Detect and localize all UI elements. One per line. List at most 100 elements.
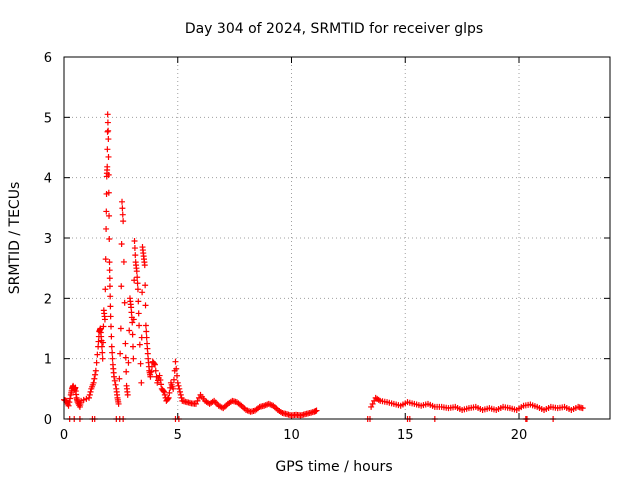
data-point [100, 323, 107, 330]
data-point [305, 410, 312, 417]
data-point [368, 403, 375, 410]
data-point [67, 395, 74, 402]
data-point [98, 343, 105, 350]
data-point [103, 225, 110, 232]
data-point [130, 343, 137, 350]
data-point [429, 402, 436, 409]
data-point [144, 350, 151, 357]
data-point [130, 355, 137, 362]
data-point [142, 322, 149, 329]
y-tick-label: 6 [44, 51, 52, 66]
data-point [73, 391, 80, 398]
data-point [123, 368, 130, 375]
data-point [174, 379, 181, 386]
data-point [98, 333, 105, 340]
data-point [450, 404, 457, 411]
data-point [117, 325, 124, 332]
data-point [86, 394, 93, 401]
data-point [108, 333, 115, 340]
data-point [128, 309, 135, 316]
data-point [186, 399, 193, 406]
data-point [127, 301, 134, 308]
data-point [241, 405, 248, 412]
data-point [115, 398, 122, 405]
data-point [121, 299, 128, 306]
data-point [92, 371, 99, 378]
data-point [104, 167, 111, 174]
data-point [134, 274, 141, 281]
data-point [97, 326, 104, 333]
data-point [143, 334, 150, 341]
data-point [497, 404, 504, 411]
data-point [125, 359, 132, 366]
data-point [119, 205, 126, 212]
data-point [83, 395, 90, 402]
data-point [572, 404, 579, 411]
data-point [223, 402, 230, 409]
data-point [119, 211, 126, 218]
data-point [118, 283, 125, 290]
data-point [371, 397, 378, 404]
data-point [176, 385, 183, 392]
data-point [177, 388, 184, 395]
x-tick-label: 15 [397, 428, 414, 443]
data-point [381, 398, 388, 405]
data-point [103, 208, 110, 215]
data-point [578, 404, 585, 411]
data-point [173, 372, 180, 379]
data-point [129, 331, 136, 338]
data-point [80, 396, 87, 403]
data-point [191, 400, 198, 407]
data-point [139, 289, 146, 296]
data-point [134, 280, 141, 287]
data-point [108, 323, 115, 330]
data-point [105, 171, 112, 178]
data-point [135, 310, 142, 317]
data-point [131, 245, 138, 252]
data-point [105, 127, 112, 134]
data-point [250, 407, 257, 414]
data-point [117, 350, 124, 357]
data-point [94, 351, 101, 358]
data-point [99, 349, 106, 356]
data-point [195, 394, 202, 401]
data-point [86, 391, 93, 398]
x-tick-label: 5 [174, 428, 182, 443]
data-point [114, 391, 121, 398]
data-point [182, 398, 189, 405]
data-point [111, 377, 118, 384]
data-point [93, 359, 100, 366]
y-tick-label: 3 [44, 232, 52, 247]
data-point [105, 136, 112, 143]
data-point [140, 250, 147, 257]
chart-title: Day 304 of 2024, SRMTID for receiver glp… [185, 21, 483, 37]
data-point [135, 298, 142, 305]
data-point [103, 190, 110, 197]
data-point [106, 275, 113, 282]
data-point [99, 355, 106, 362]
x-axis-label: GPS time / hours [275, 459, 392, 475]
data-point [107, 313, 114, 320]
y-axis-label: SRMTID / TECUs [7, 182, 23, 295]
data-point [173, 365, 180, 372]
data-point [194, 397, 201, 404]
axes: 0 5 10 15 20 0 1 2 3 4 5 6 [44, 51, 610, 443]
data-point [91, 375, 98, 382]
data-point [120, 218, 127, 225]
data-point [268, 402, 275, 409]
data-point [209, 398, 216, 405]
plot-frame [63, 56, 611, 420]
data-point [559, 404, 566, 411]
data-point [369, 400, 376, 407]
data-point [131, 277, 138, 284]
grid [64, 57, 610, 419]
y-tick-label: 0 [44, 413, 52, 428]
data-point [144, 345, 151, 352]
data-point [409, 400, 416, 407]
y-tick-label: 4 [44, 172, 52, 187]
data-point [166, 389, 173, 396]
data-point [133, 265, 140, 272]
data-point [152, 367, 159, 374]
data-point [119, 198, 126, 205]
data-point [137, 360, 144, 367]
